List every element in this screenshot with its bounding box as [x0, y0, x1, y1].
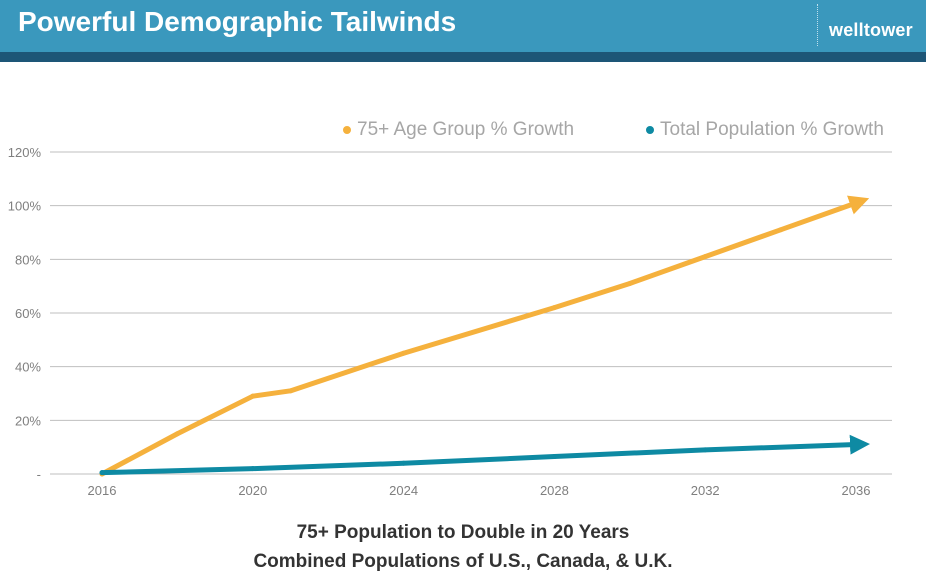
- y-tick-label: 120%: [8, 145, 42, 160]
- data-point-total: [99, 470, 105, 476]
- x-tick-label: 2032: [691, 483, 720, 498]
- caption-subline: Combined Populations of U.S., Canada, & …: [253, 551, 673, 572]
- legend-marker-75plus: [343, 126, 351, 134]
- company-logo: welltower: [829, 20, 913, 40]
- legend-label-total: Total Population % Growth: [660, 119, 884, 140]
- data-point-75plus: [288, 388, 293, 394]
- data-point-75plus: [174, 431, 180, 437]
- x-tick-label: 2028: [540, 483, 569, 498]
- data-point-total: [250, 466, 256, 472]
- logo-divider: [817, 4, 818, 46]
- y-tick-label: -: [37, 467, 41, 482]
- x-tick-label: 2024: [389, 483, 418, 498]
- chart-legend: 75+ Age Group % Growth Total Population …: [0, 119, 926, 143]
- series-line-75plus: [99, 195, 870, 477]
- series-line-total: [99, 434, 870, 476]
- data-point-75plus: [627, 280, 633, 286]
- growth-line-chart: - 20% 40% 60% 80% 100% 120% 2016 2020 2024 2028 203…: [8, 145, 892, 498]
- title-bar: [0, 0, 926, 52]
- data-point-75plus: [250, 393, 256, 399]
- x-tick-label: 2016: [88, 483, 117, 498]
- data-point-75plus: [551, 305, 557, 311]
- legend-item-total: Total Population % Growth: [646, 119, 884, 141]
- slide-title: Powerful Demographic Tailwinds: [18, 6, 457, 37]
- caption-headline: 75+ Population to Double in 20 Years: [296, 522, 630, 543]
- y-tick-label: 40%: [15, 360, 41, 375]
- data-point-total: [853, 441, 859, 447]
- data-point-75plus: [401, 350, 407, 356]
- legend-item-75plus: 75+ Age Group % Growth: [343, 119, 574, 141]
- data-point-75plus: [702, 254, 708, 260]
- data-point-total: [702, 447, 708, 453]
- legend-marker-total: [646, 126, 654, 134]
- y-tick-label: 20%: [15, 413, 41, 428]
- data-point-75plus: [853, 200, 859, 206]
- y-tick-label: 100%: [8, 199, 42, 214]
- x-tick-label: 2036: [842, 483, 871, 498]
- y-tick-label: 60%: [15, 306, 41, 321]
- header-strip: [0, 52, 926, 62]
- data-point-total: [401, 460, 407, 466]
- y-tick-label: 80%: [15, 252, 41, 267]
- x-tick-label: 2020: [238, 483, 267, 498]
- data-point-total: [551, 454, 557, 460]
- data-point-75plus: [778, 227, 784, 233]
- legend-label-75plus: 75+ Age Group % Growth: [357, 119, 575, 140]
